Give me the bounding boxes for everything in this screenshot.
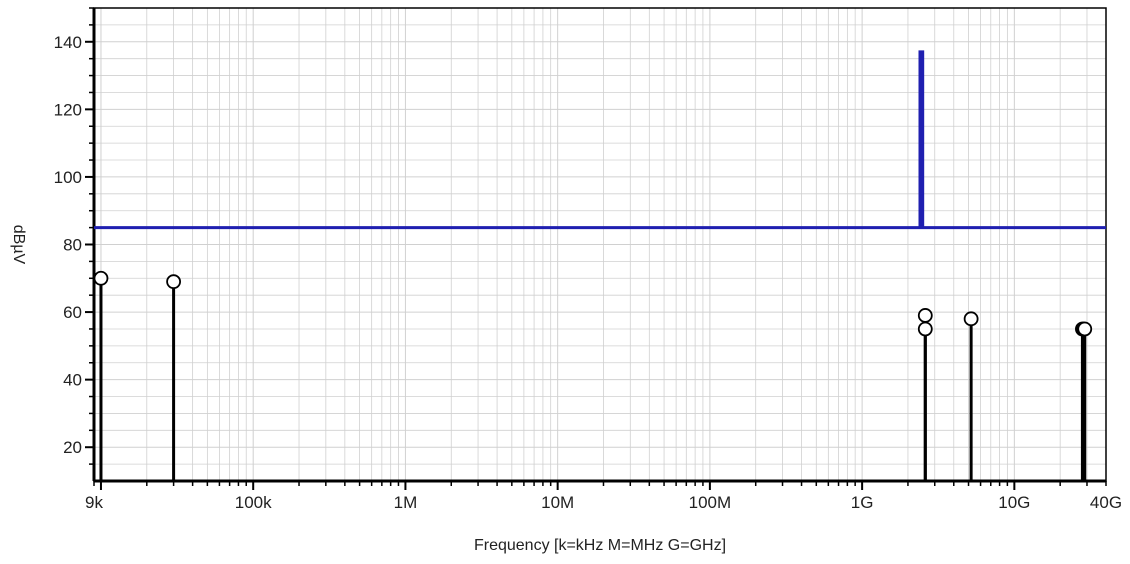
y-tick-label: 60 bbox=[63, 303, 82, 322]
x-tick-label: 1G bbox=[851, 493, 874, 512]
x-tick-label: 40G bbox=[1090, 493, 1122, 512]
y-tick-label: 140 bbox=[54, 33, 82, 52]
peak-marker bbox=[917, 308, 933, 323]
y-tick-label: 100 bbox=[54, 168, 82, 187]
peak-marker bbox=[917, 321, 933, 337]
x-tick-label: 10M bbox=[541, 493, 574, 512]
x-tick-label: 1M bbox=[394, 493, 418, 512]
limit-line bbox=[94, 50, 1106, 230]
y-tick-label: 80 bbox=[63, 236, 82, 255]
x-axis-label: Frequency [k=kHz M=MHz G=GHz] bbox=[474, 537, 726, 554]
peak-marker bbox=[166, 274, 181, 290]
y-tick-label: 40 bbox=[63, 371, 82, 390]
y-tick-label: 20 bbox=[63, 438, 82, 457]
y-tick-label: 120 bbox=[54, 100, 82, 119]
x-tick-label: 9k bbox=[85, 493, 103, 512]
peak-marker bbox=[963, 311, 979, 327]
x-tick-label: 100M bbox=[689, 493, 732, 512]
y-axis-label: dBµV bbox=[10, 225, 27, 265]
x-tick-label: 100k bbox=[235, 493, 272, 512]
x-tick-label: 10G bbox=[998, 493, 1030, 512]
peak-marker bbox=[93, 270, 109, 286]
peak-marker bbox=[1077, 321, 1093, 337]
